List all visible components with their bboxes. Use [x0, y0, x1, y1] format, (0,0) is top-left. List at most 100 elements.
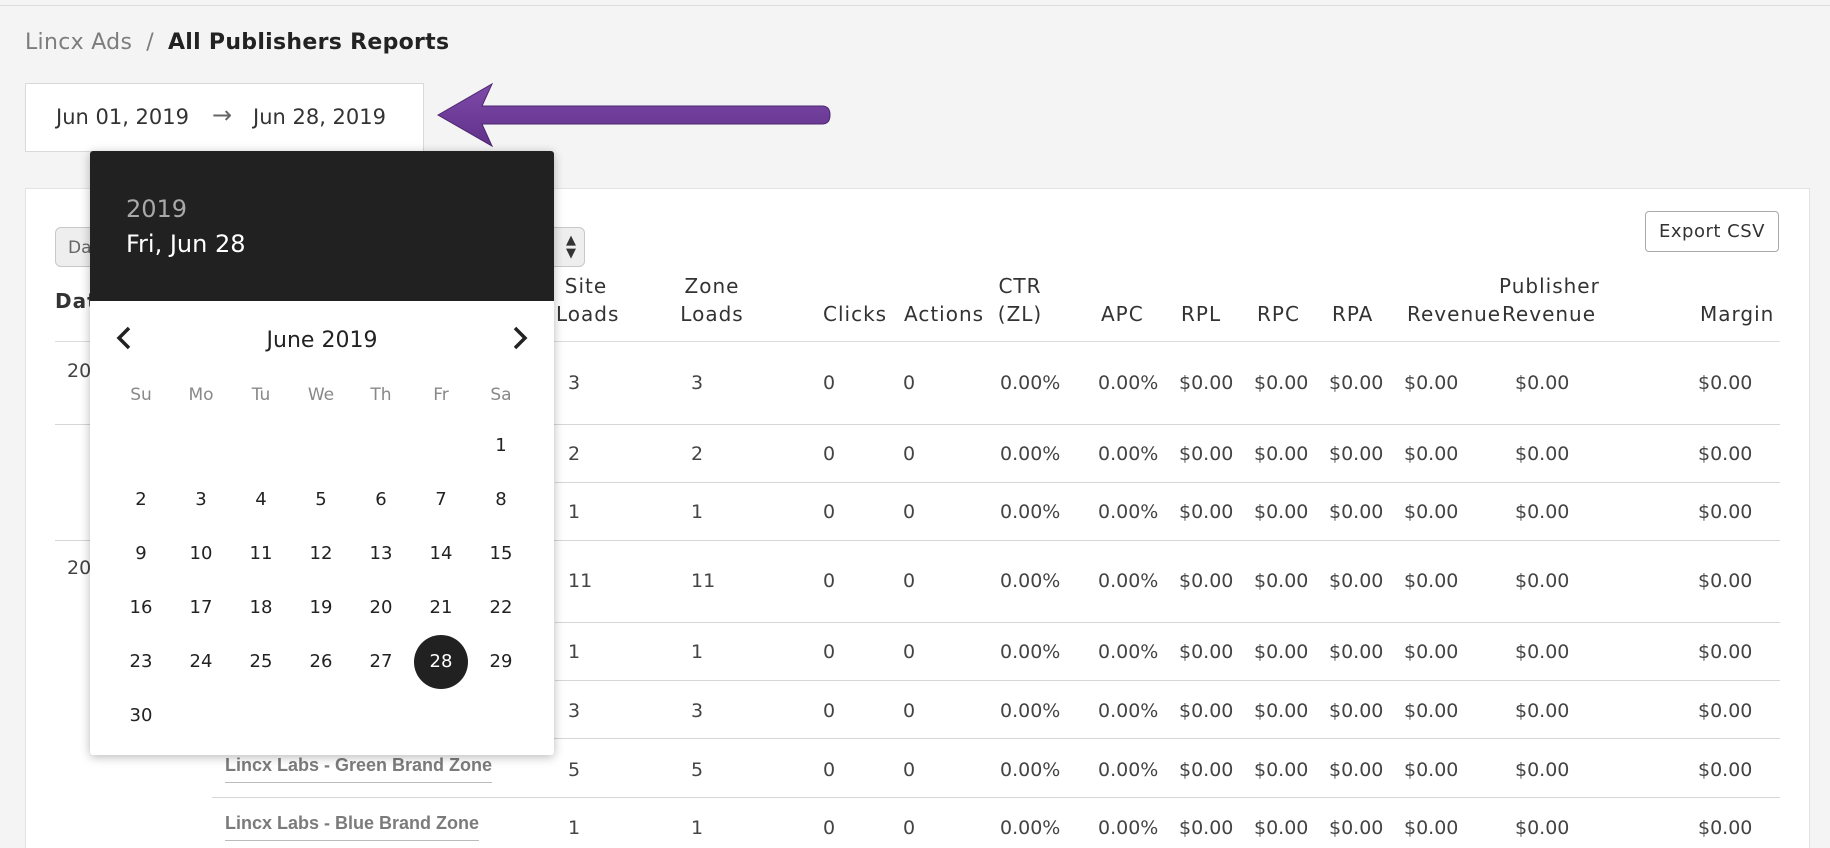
table-cell-zone-loads: 3 — [691, 700, 704, 722]
start-date-input[interactable]: Jun 01, 2019 — [56, 105, 190, 129]
table-cell-actions: 0 — [903, 700, 916, 722]
row-divider — [55, 540, 1780, 541]
weekday-label: Sa — [490, 385, 512, 405]
calendar-day[interactable]: 1 — [495, 435, 507, 456]
prev-month-button[interactable] — [110, 323, 140, 353]
calendar-day[interactable]: 10 — [189, 543, 213, 564]
header-line: Revenue — [1501, 302, 1597, 326]
chevron-left-icon — [116, 326, 131, 350]
column-header-rpc[interactable]: RPC — [1257, 302, 1300, 326]
calendar-day[interactable]: 29 — [489, 651, 513, 672]
table-cell-ctr: 0.00% — [1000, 372, 1061, 394]
calendar-day[interactable]: 30 — [129, 705, 153, 726]
column-header-revenue[interactable]: Revenue — [1407, 302, 1502, 326]
calendar-day[interactable]: 19 — [309, 597, 333, 618]
table-cell-ctr: 0.00% — [1000, 759, 1061, 781]
table-cell-rpa: $0.00 — [1329, 443, 1384, 465]
table-cell-actions: 0 — [903, 570, 916, 592]
header-line: Publisher — [1499, 274, 1600, 298]
table-cell-clicks: 0 — [823, 443, 836, 465]
date-range-picker[interactable]: Jun 01, 2019 → Jun 28, 2019 — [25, 83, 424, 152]
table-cell-apc: 0.00% — [1098, 372, 1159, 394]
calendar-day[interactable]: 23 — [129, 651, 153, 672]
table-cell-clicks: 0 — [823, 817, 836, 839]
table-cell-site-loads: 1 — [568, 501, 581, 523]
table-cell-rpc: $0.00 — [1254, 443, 1309, 465]
table-cell-site-loads: 1 — [568, 817, 581, 839]
header-line: Loads — [556, 302, 620, 326]
calendar-day[interactable]: 25 — [249, 651, 273, 672]
weekday-label: Tu — [251, 385, 271, 405]
header-line: (ZL) — [997, 302, 1043, 326]
table-cell-apc: 0.00% — [1098, 570, 1159, 592]
calendar-day[interactable]: 16 — [129, 597, 153, 618]
table-cell-margin: $0.00 — [1698, 817, 1753, 839]
table-cell-revenue: $0.00 — [1404, 501, 1459, 523]
table-cell-clicks: 0 — [823, 700, 836, 722]
calendar-day[interactable]: 24 — [189, 651, 213, 672]
calendar-day[interactable]: 7 — [435, 489, 447, 510]
breadcrumb-separator: / — [146, 30, 154, 55]
column-header-apc[interactable]: APC — [1101, 302, 1144, 326]
column-header-site-loads[interactable]: Site Loads — [556, 272, 620, 328]
table-cell-clicks: 0 — [823, 641, 836, 663]
calendar-day[interactable]: 20 — [369, 597, 393, 618]
breadcrumb: Lincx Ads / All Publishers Reports — [25, 30, 449, 55]
export-csv-button[interactable]: Export CSV — [1645, 211, 1779, 252]
calendar-day[interactable]: 14 — [429, 543, 453, 564]
end-date-input[interactable]: Jun 28, 2019 — [253, 105, 387, 129]
datepicker-popup: 2019 Fri, Jun 28 June 2019 Su Mo Tu We Th Fr S… — [90, 151, 554, 755]
calendar-day[interactable]: 12 — [309, 543, 333, 564]
calendar-day[interactable]: 9 — [135, 543, 147, 564]
group-by-select-value: Da — [68, 238, 92, 258]
table-cell-zone-loads: 2 — [691, 443, 704, 465]
header-line: Zone — [684, 274, 740, 298]
weekday-label: Th — [370, 385, 392, 405]
column-header-actions[interactable]: Actions — [904, 302, 985, 326]
breadcrumb-root-link[interactable]: Lincx Ads — [25, 30, 133, 55]
calendar-day[interactable]: 4 — [255, 489, 267, 510]
zone-name-link[interactable]: Lincx Labs - Green Brand Zone — [225, 755, 493, 783]
calendar-day[interactable]: 15 — [489, 543, 513, 564]
table-cell-rpl: $0.00 — [1179, 700, 1234, 722]
calendar-day[interactable]: 11 — [249, 543, 273, 564]
column-header-clicks[interactable]: Clicks — [823, 302, 888, 326]
table-cell-revenue: $0.00 — [1404, 700, 1459, 722]
calendar-day[interactable]: 8 — [495, 489, 507, 510]
calendar-day[interactable]: 22 — [489, 597, 513, 618]
column-header-publisher-revenue[interactable]: Publisher Revenue — [1499, 272, 1599, 328]
datepicker-year[interactable]: 2019 — [126, 195, 188, 223]
table-cell-publisher-revenue: $0.00 — [1515, 817, 1570, 839]
table-cell-publisher-revenue: $0.00 — [1515, 443, 1570, 465]
column-header-ctr[interactable]: CTR (ZL) — [990, 272, 1050, 328]
next-month-button[interactable] — [504, 323, 534, 353]
zone-name-link[interactable]: Lincx Labs - Blue Brand Zone — [225, 813, 480, 841]
table-cell-zone-loads: 3 — [691, 372, 704, 394]
calendar-day[interactable]: 21 — [429, 597, 453, 618]
calendar-day[interactable]: 6 — [375, 489, 387, 510]
calendar-day[interactable]: 28 — [414, 635, 468, 689]
column-header-margin[interactable]: Margin — [1700, 302, 1775, 326]
header-line: CTR — [998, 274, 1042, 298]
calendar-day[interactable]: 18 — [249, 597, 273, 618]
calendar-day[interactable]: 27 — [369, 651, 393, 672]
calendar-day[interactable]: 17 — [189, 597, 213, 618]
table-cell-site-loads: 11 — [568, 570, 593, 592]
column-header-rpl[interactable]: RPL — [1181, 302, 1222, 326]
table-cell-margin: $0.00 — [1698, 700, 1753, 722]
calendar-day[interactable]: 2 — [135, 489, 147, 510]
column-header-date[interactable]: Dat — [55, 289, 98, 313]
table-cell-rpc: $0.00 — [1254, 372, 1309, 394]
calendar-day[interactable]: 13 — [369, 543, 393, 564]
table-cell-ctr: 0.00% — [1000, 641, 1061, 663]
column-header-zone-loads[interactable]: Zone Loads — [677, 272, 747, 328]
table-cell-margin: $0.00 — [1698, 372, 1753, 394]
column-header-rpa[interactable]: RPA — [1332, 302, 1374, 326]
calendar-day[interactable]: 3 — [195, 489, 207, 510]
calendar-day[interactable]: 26 — [309, 651, 333, 672]
calendar-day[interactable]: 5 — [315, 489, 327, 510]
table-cell-apc: 0.00% — [1098, 817, 1159, 839]
page-title: All Publishers Reports — [167, 30, 450, 55]
table-cell-revenue: $0.00 — [1404, 443, 1459, 465]
table-cell-revenue: $0.00 — [1404, 570, 1459, 592]
